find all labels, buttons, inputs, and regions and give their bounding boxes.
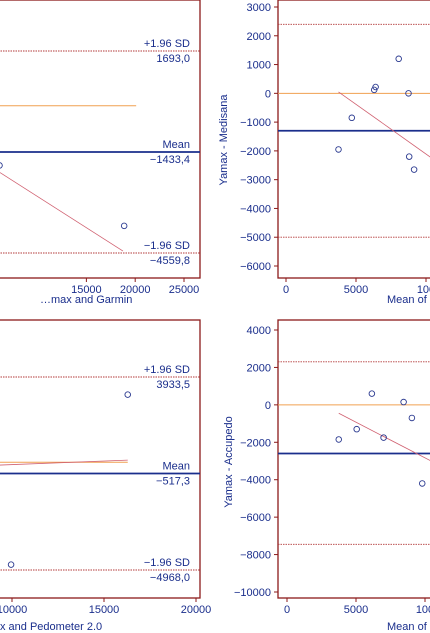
regression-line — [338, 412, 430, 461]
x-tick-label: 100 — [417, 284, 430, 296]
plot-frame — [0, 0, 201, 279]
data-point — [335, 146, 342, 153]
y-tick-label: 4000 — [247, 325, 271, 337]
x-axis-label: …max and Garmin — [40, 294, 132, 306]
lower-loa-value: −4968,0 — [150, 572, 190, 584]
panel-yamax-garmin: +1.96 SD 1693,0 Mean −1433,4 −1.96 SD −4559,8… — [0, 0, 201, 306]
data-point — [120, 222, 128, 230]
y-tick-label: −10000 — [234, 587, 271, 599]
upper-loa-value: 3933,5 — [156, 379, 190, 391]
x-tick-label: 5000 — [344, 284, 368, 296]
x-tick-label: 20000 — [120, 284, 151, 296]
upper-loa-label: +1.96 SD — [144, 364, 190, 376]
data-point — [418, 480, 426, 487]
upper-loa-value: 1693,0 — [156, 53, 190, 65]
data-point — [7, 561, 15, 568]
mean-value: −1433,4 — [150, 154, 190, 166]
data-point — [410, 166, 418, 173]
data-point — [400, 398, 407, 406]
x-tick-label: 5000 — [344, 604, 368, 616]
data-point — [405, 153, 413, 160]
lower-loa-label: −1.96 SD — [144, 240, 190, 252]
y-tick-label: 2000 — [247, 31, 271, 43]
regression-line — [0, 172, 124, 252]
data-point — [408, 414, 416, 422]
mean-label: Mean — [162, 139, 190, 151]
data-point — [372, 83, 379, 91]
x-tick-label: 0 — [283, 284, 289, 296]
y-tick-label: −2000 — [240, 437, 271, 449]
y-tick-label: −4000 — [240, 475, 271, 487]
x-tick-label: 25000 — [169, 284, 200, 296]
data-point — [395, 55, 402, 63]
y-tick-label: 1000 — [247, 60, 271, 72]
plot-frame — [277, 0, 430, 279]
y-tick-label: −8000 — [240, 550, 271, 562]
data-point — [380, 434, 387, 441]
upper-loa-label: +1.96 SD — [144, 38, 190, 50]
regression-line — [338, 91, 430, 158]
x-axis-label: Mean of — [387, 294, 428, 306]
data-point — [124, 391, 131, 398]
y-tick-label: −3000 — [240, 175, 271, 187]
x-tick-label: 0 — [284, 604, 290, 616]
mean-value: −517,3 — [156, 476, 190, 488]
y-tick-label: 2000 — [247, 362, 271, 374]
panel-yamax-pedometer: +1.96 SD 3933,5 Mean −517,3 −1.96 SD −4968,0 1… — [0, 319, 212, 633]
lower-loa-label: −1.96 SD — [144, 557, 190, 569]
y-tick-label: −6000 — [240, 512, 271, 524]
y-axis-label: Yamax - Accupedo — [223, 416, 235, 508]
panel-yamax-accupedo: 0 5000 100 Mean of 4000 2000 0 −2000 −4000 −6000 −… — [223, 319, 430, 633]
x-tick-label: 10000 — [0, 604, 27, 616]
y-tick-label: 0 — [265, 400, 271, 412]
x-axis-label: Mean of — [387, 621, 428, 633]
data-point — [368, 390, 376, 397]
plot-frame — [0, 319, 201, 599]
plot-frame — [277, 319, 430, 599]
data-point — [335, 436, 343, 443]
lower-loa-value: −4559,8 — [150, 255, 190, 267]
panel-yamax-medisana: 0 5000 100Mean of 3000 2000 1000 0 −1000 −2000 −3… — [218, 0, 430, 306]
y-tick-label: 3000 — [247, 2, 271, 14]
y-tick-label: −4000 — [240, 203, 271, 215]
x-tick-label: 100 — [416, 604, 430, 616]
data-point — [0, 162, 3, 169]
y-tick-label: −1000 — [240, 117, 271, 129]
mean-label: Mean — [162, 461, 190, 473]
y-tick-label: 0 — [265, 88, 271, 100]
data-point — [353, 425, 360, 433]
x-tick-label: 15000 — [71, 284, 102, 296]
y-tick-label: −5000 — [240, 232, 271, 244]
y-axis-label: Yamax - Medisana — [218, 94, 230, 186]
data-point — [405, 90, 412, 97]
x-tick-label: 20000 — [181, 604, 212, 616]
regression-line — [0, 459, 128, 466]
x-tick-label: 15000 — [89, 604, 120, 616]
y-tick-label: −6000 — [240, 261, 271, 273]
data-point — [348, 114, 356, 122]
y-tick-label: −2000 — [240, 146, 271, 158]
x-axis-label: x and Pedometer 2.0 — [0, 621, 102, 633]
